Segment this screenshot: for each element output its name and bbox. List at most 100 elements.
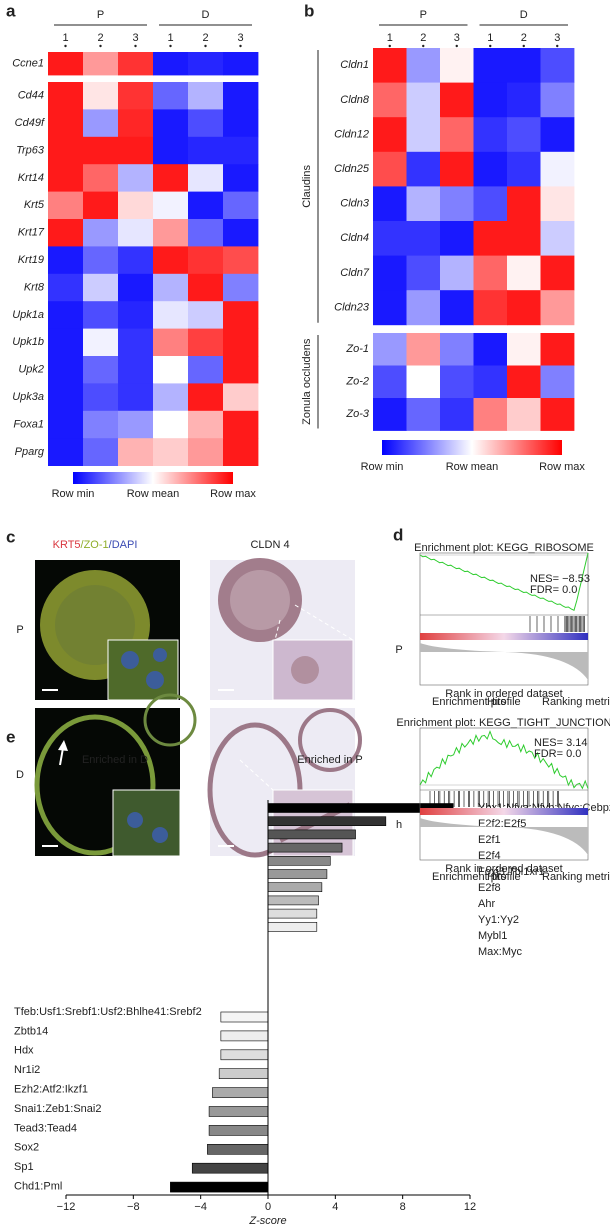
heatmap-cell — [48, 301, 84, 329]
heatmap-cell — [153, 273, 189, 302]
heatmap-cell — [373, 117, 407, 153]
heatmap-cell — [473, 398, 508, 431]
row-label: Upk1b — [12, 336, 44, 348]
heatmap-cell — [540, 186, 575, 222]
heatmap-cell — [507, 365, 541, 399]
heatmap-cell — [440, 398, 474, 431]
heatmap-cell — [118, 328, 154, 357]
heatmap-cell — [48, 410, 84, 439]
heatmap-cell — [153, 410, 189, 439]
gsea-legend: Enrichment profile — [432, 696, 521, 708]
row-label: Cldn3 — [340, 198, 370, 210]
heatmap-cell — [373, 82, 407, 118]
category-label: Foxj3:Tbl1xr1 — [478, 866, 545, 878]
heatmap-cell — [540, 290, 575, 326]
heatmap-cell — [440, 221, 474, 256]
heatmap-cell — [153, 219, 189, 247]
heatmap-cell — [507, 333, 541, 366]
heatmap-cell — [223, 328, 259, 357]
colorbar-label: Row mean — [127, 488, 180, 500]
column-label: 2 — [420, 32, 426, 44]
gsea-rankbar — [420, 808, 588, 815]
heatmap-cell — [540, 117, 575, 153]
heatmap-cell — [48, 383, 84, 412]
heatmap-cell — [83, 356, 119, 384]
heatmap-cell — [48, 191, 84, 220]
heatmap-cell — [83, 219, 119, 247]
heatmap-cell — [440, 82, 474, 118]
panel-label: c — [6, 527, 15, 546]
column-dot — [239, 44, 242, 48]
category-label: E2f4 — [478, 850, 501, 862]
heatmap-cell — [440, 48, 474, 83]
heatmap-cell — [406, 48, 441, 83]
x-tick-label: −12 — [57, 1201, 76, 1213]
colorbar-label: Row min — [52, 488, 95, 500]
bar — [191, 1162, 269, 1174]
bar — [267, 869, 328, 879]
heatmap-cell — [373, 365, 407, 399]
heatmap-cell — [188, 301, 224, 329]
heatmap-cell — [406, 290, 441, 326]
colorbar-label: Row min — [361, 461, 404, 473]
heatmap-cell — [48, 136, 84, 165]
column-label: 1 — [167, 32, 173, 44]
heatmap-cell — [83, 410, 119, 439]
heatmap-cell — [223, 273, 259, 302]
category-label: Ezh2:Atf2:Ikzf1 — [14, 1084, 88, 1096]
row-label: Ccne1 — [12, 57, 44, 69]
heatmap-cell — [188, 109, 224, 138]
heatmap-cell — [373, 333, 407, 366]
heatmap-cell — [48, 273, 84, 302]
heatmap-cell — [118, 410, 154, 439]
gsea-frame — [419, 727, 589, 861]
column-dot — [489, 44, 492, 48]
heatmap-cell — [473, 186, 508, 222]
annotation: Enriched in D — [82, 754, 148, 766]
heatmap-cell — [153, 136, 189, 165]
category-label: Ahr — [478, 898, 495, 910]
column-dot — [99, 44, 102, 48]
panel-label: e — [6, 727, 15, 746]
row-label: Cldn4 — [340, 232, 369, 244]
bar — [208, 1125, 269, 1136]
row-label: Krt8 — [24, 281, 45, 293]
heatmap-cell — [83, 438, 119, 466]
bar — [218, 1068, 269, 1079]
row-label: P — [16, 624, 23, 636]
column-dot — [422, 44, 425, 48]
heatmap-cell — [540, 151, 575, 187]
heatmap-cell — [83, 301, 119, 329]
heatmap-cell — [507, 48, 541, 83]
colorbar-label: Row max — [539, 461, 585, 473]
category-label: Max:Myc — [478, 946, 523, 958]
bar — [207, 1144, 269, 1155]
row-label: Zo-2 — [345, 376, 369, 388]
category-label: Yy1:Yy2 — [478, 914, 519, 926]
heatmap-cell — [118, 438, 154, 466]
row-label: Cldn8 — [340, 94, 370, 106]
heatmap-cell — [440, 333, 474, 366]
heatmap-cell — [223, 191, 259, 220]
heatmap-cell — [188, 438, 224, 466]
heatmap-cell — [83, 273, 119, 302]
row-label: Cd49f — [15, 117, 45, 129]
heatmap-cell — [48, 82, 84, 110]
gsea-xlabel: Rank in ordered dataset — [445, 863, 562, 875]
heatmap-cell — [153, 164, 189, 192]
row-label: Cldn7 — [340, 267, 370, 279]
row-label: Cd44 — [18, 90, 44, 102]
heatmap-cell — [188, 273, 224, 302]
gsea-fdr: FDR= 0.0 — [534, 748, 581, 760]
heatmap-cell — [188, 356, 224, 384]
colorbar — [73, 472, 233, 484]
gsea-title: Enrichment plot: KEGG_TIGHT_JUNCTION — [396, 717, 610, 729]
heatmap-cell — [540, 255, 575, 291]
heatmap-cell — [473, 333, 508, 366]
column-dot — [522, 44, 525, 48]
column-dot — [455, 44, 458, 48]
x-tick-label: 0 — [265, 1201, 271, 1213]
stain-name: /ZO-1 — [81, 539, 109, 551]
heatmap-cell — [153, 191, 189, 220]
